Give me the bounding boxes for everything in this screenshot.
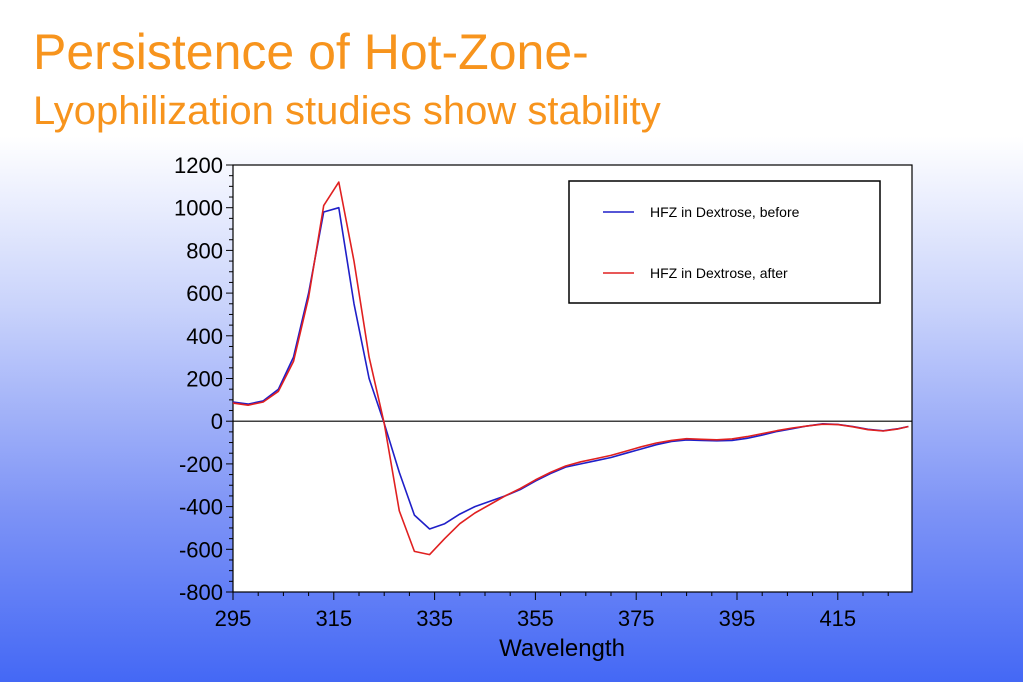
legend: HFZ in Dextrose, before HFZ in Dextrose,… bbox=[568, 180, 881, 304]
x-tick-label: 335 bbox=[416, 606, 453, 631]
y-tick-label: -800 bbox=[179, 580, 223, 605]
x-tick-label: 295 bbox=[215, 606, 252, 631]
series-line-1 bbox=[232, 181, 909, 556]
legend-label-before: HFZ in Dextrose, before bbox=[650, 204, 800, 220]
legend-label-after: HFZ in Dextrose, after bbox=[650, 265, 788, 281]
series-layer bbox=[232, 181, 909, 556]
x-tick-label: 415 bbox=[819, 606, 856, 631]
y-tick-label: 800 bbox=[186, 238, 223, 263]
x-axis: 295 315 335 355 375 395 415 bbox=[215, 592, 889, 631]
y-tick-label: 1200 bbox=[174, 153, 223, 178]
y-tick-label: 400 bbox=[186, 324, 223, 349]
y-tick-label: 1000 bbox=[174, 196, 223, 221]
y-tick-label: 200 bbox=[186, 367, 223, 392]
y-tick-label: 600 bbox=[186, 281, 223, 306]
x-axis-label: Wavelength bbox=[499, 635, 625, 662]
slide-title: Persistence of Hot-Zone- bbox=[33, 24, 589, 80]
x-tick-label: 315 bbox=[315, 606, 352, 631]
legend-box bbox=[568, 180, 881, 304]
y-axis: 1200 1000 800 600 400 200 0 -200 -400 -600 -800 bbox=[174, 153, 233, 605]
slide-subtitle: Lyophilization studies show stability bbox=[33, 89, 661, 133]
x-tick-label: 355 bbox=[517, 606, 554, 631]
y-tick-label: -600 bbox=[179, 537, 223, 562]
x-tick-label: 395 bbox=[719, 606, 756, 631]
y-tick-label: 0 bbox=[211, 409, 223, 434]
x-tick-label: 375 bbox=[618, 606, 655, 631]
y-tick-label: -400 bbox=[179, 495, 223, 520]
y-tick-label: -200 bbox=[179, 452, 223, 477]
